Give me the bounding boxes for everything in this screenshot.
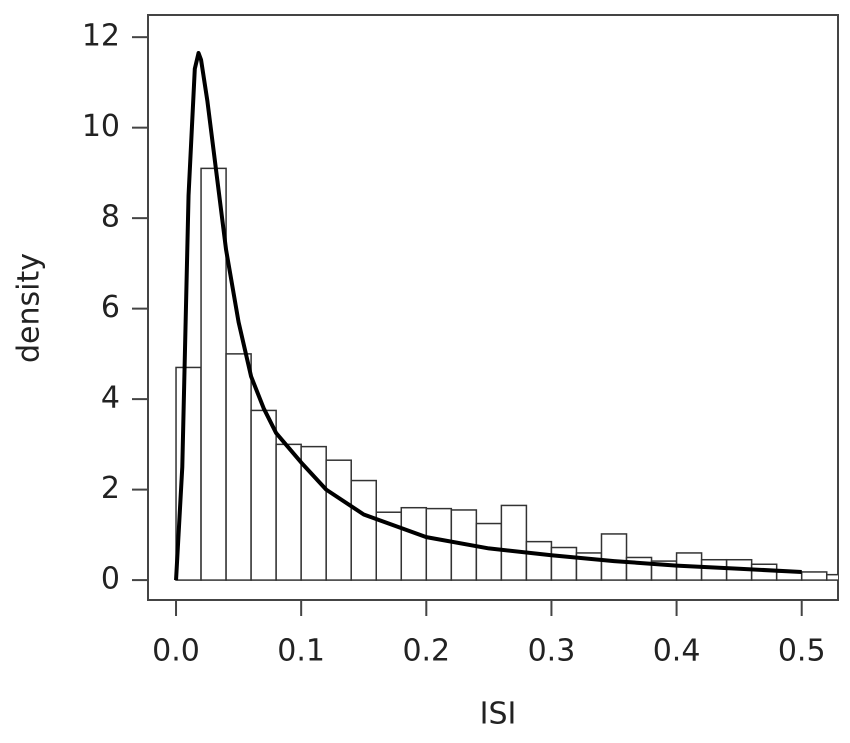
x-tick-label: 0.4 (653, 634, 701, 669)
y-tick-label: 8 (101, 200, 120, 235)
y-tick-label: 2 (101, 471, 120, 506)
y-tick-label: 0 (101, 562, 120, 597)
x-tick-label: 0.5 (778, 634, 826, 669)
bar (800, 571, 828, 581)
plot-frame (147, 14, 839, 601)
bar (225, 353, 252, 581)
y-tick-label: 6 (101, 290, 120, 325)
bar (250, 409, 277, 581)
bar (500, 504, 528, 581)
bar (400, 506, 428, 581)
x-tick-label: 0.1 (277, 634, 325, 669)
y-tick-label: 4 (101, 381, 120, 416)
x-tick-label: 0.0 (152, 634, 200, 669)
y-tick-label: 10 (82, 109, 120, 144)
y-tick-label: 12 (82, 19, 120, 54)
bar (275, 443, 302, 581)
x-tick-label: 0.3 (528, 634, 576, 669)
bar (550, 546, 578, 581)
x-axis-label: ISI (480, 697, 517, 732)
y-axis-label: density (12, 253, 47, 363)
bar (325, 459, 352, 581)
bar (200, 167, 227, 581)
bar (825, 573, 838, 581)
bar (350, 479, 377, 581)
plot-area (174, 51, 838, 581)
bar (425, 507, 453, 581)
x-tick-label: 0.2 (402, 634, 450, 669)
bar (600, 533, 628, 581)
bar (525, 540, 553, 581)
density-curve (174, 51, 802, 581)
bar (475, 522, 503, 581)
